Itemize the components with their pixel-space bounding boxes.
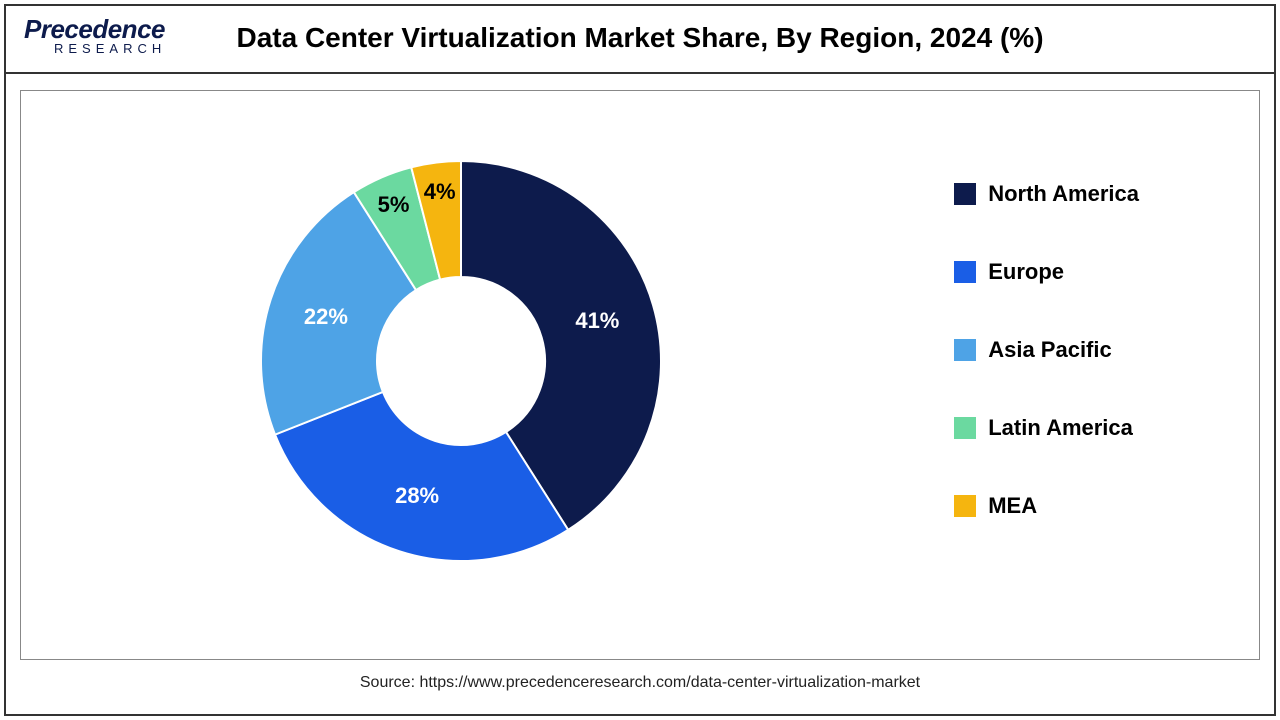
legend-label: Europe bbox=[988, 259, 1064, 285]
legend-marker bbox=[954, 339, 976, 361]
legend: North America Europe Asia Pacific Latin Ame… bbox=[954, 181, 1139, 519]
legend-marker bbox=[954, 183, 976, 205]
chart-title: Data Center Virtualization Market Share,… bbox=[4, 22, 1276, 54]
legend-item: MEA bbox=[954, 493, 1139, 519]
header: Precedence RESEARCH Data Center Virtuali… bbox=[4, 4, 1276, 74]
logo: Precedence RESEARCH bbox=[24, 14, 166, 56]
legend-item: Asia Pacific bbox=[954, 337, 1139, 363]
slice-label: 5% bbox=[378, 192, 410, 218]
legend-label: Latin America bbox=[988, 415, 1133, 441]
slice-label: 28% bbox=[395, 483, 439, 509]
legend-marker bbox=[954, 495, 976, 517]
legend-label: MEA bbox=[988, 493, 1037, 519]
source-text: Source: https://www.precedenceresearch.c… bbox=[0, 674, 1280, 692]
donut-chart: 41% 28% 22% 5% 4% bbox=[251, 151, 671, 571]
legend-marker bbox=[954, 261, 976, 283]
legend-label: North America bbox=[988, 181, 1139, 207]
slice-label: 41% bbox=[575, 308, 619, 334]
chart-area: 41% 28% 22% 5% 4% North America Europe Asia Pa… bbox=[20, 90, 1260, 660]
logo-bottom: RESEARCH bbox=[54, 41, 166, 56]
legend-item: Latin America bbox=[954, 415, 1139, 441]
donut-svg bbox=[251, 151, 671, 571]
legend-item: North America bbox=[954, 181, 1139, 207]
slice-label: 4% bbox=[424, 179, 456, 205]
legend-label: Asia Pacific bbox=[988, 337, 1112, 363]
legend-item: Europe bbox=[954, 259, 1139, 285]
slice-label: 22% bbox=[304, 304, 348, 330]
legend-marker bbox=[954, 417, 976, 439]
